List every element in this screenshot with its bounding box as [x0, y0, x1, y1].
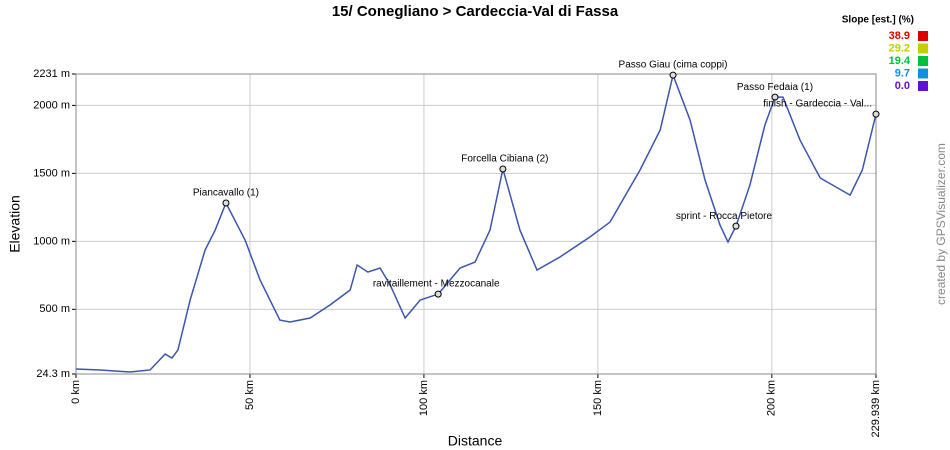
x-axis-label: Distance: [448, 433, 503, 449]
y-tick-label: 24.3 m: [36, 368, 70, 380]
waypoint-marker: [499, 165, 507, 173]
y-axis-label: Elevation: [7, 195, 23, 253]
y-tick-label: 1000 m: [33, 235, 70, 247]
legend-value: 38.9: [889, 30, 910, 42]
x-tick-label: 100 km: [418, 380, 430, 416]
y-tick-label: 1500 m: [33, 167, 70, 179]
x-tick-label: 150 km: [592, 380, 604, 416]
waypoint-label: Piancavallo (1): [193, 188, 259, 199]
x-tick-label: 200 km: [766, 380, 778, 416]
legend-swatch: [918, 81, 928, 91]
waypoint-label: ravitaillement - Mezzocanale: [373, 279, 500, 290]
legend-swatch: [918, 43, 928, 54]
waypoint-label: Forcella Cibiana (2): [461, 154, 548, 165]
waypoint-marker: [771, 93, 779, 101]
waypoint-label: sprint - Rocca Pietore: [676, 211, 773, 222]
x-tick-label: 50 km: [244, 380, 256, 410]
waypoint-marker: [732, 222, 740, 230]
waypoint-label: Passo Fedaia (1): [737, 82, 813, 93]
plot-border: [75, 73, 877, 375]
waypoint-label: Passo Giau (cima coppi): [619, 60, 728, 71]
legend-title: Slope [est.] (%): [842, 15, 914, 26]
legend-value: 0.0: [895, 80, 910, 92]
chart-title: 15/ Conegliano > Cardeccia-Val di Fassa: [332, 3, 619, 20]
y-tick-label: 500 m: [39, 303, 70, 315]
waypoint-marker: [222, 199, 230, 207]
y-tick-label: 2000 m: [33, 99, 70, 111]
waypoint-marker: [872, 110, 880, 118]
y-tick-label: 2231 m: [33, 68, 70, 80]
legend-swatch: [918, 56, 928, 66]
watermark: created by GPSVisualizer.com: [934, 143, 948, 305]
waypoint-marker: [434, 290, 442, 298]
elevation-line: [75, 72, 877, 373]
legend-value: 29.2: [889, 42, 910, 54]
x-tick-label: 0 km: [70, 380, 82, 404]
legend-value: 9.7: [895, 67, 910, 79]
waypoint-marker: [669, 71, 677, 79]
waypoint-label: finish - Gardeccia - Val...: [763, 99, 872, 110]
legend-swatch: [918, 31, 928, 41]
x-tick-label: 229.939 km: [870, 380, 882, 437]
legend-value: 19.4: [889, 55, 911, 67]
legend-swatch: [918, 68, 928, 79]
